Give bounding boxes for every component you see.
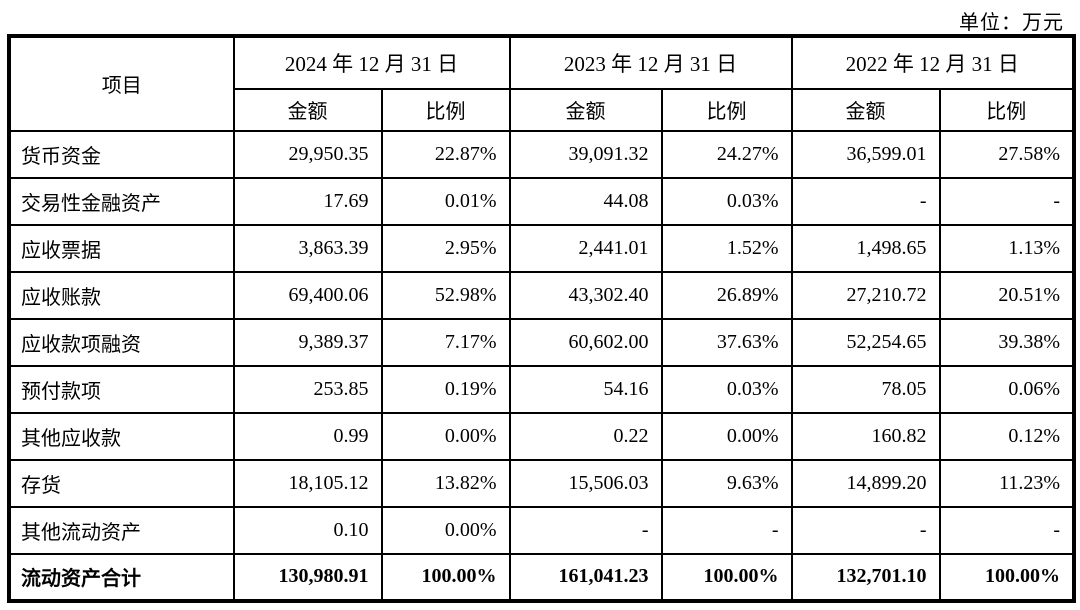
row-item-label: 应收票据	[8, 223, 235, 273]
cell-value: 132,701.10	[790, 552, 941, 602]
cell-value: 52,254.65	[790, 317, 941, 367]
cell-value: 20.51%	[938, 270, 1075, 320]
table-row: 货币资金 29,950.35 22.87% 39,091.32 24.27% 3…	[8, 129, 1075, 179]
cell-value: 7.17%	[380, 317, 511, 367]
row-item-label: 货币资金	[8, 129, 235, 179]
table-row: 应收账款 69,400.06 52.98% 43,302.40 26.89% 2…	[8, 270, 1075, 320]
amount-header-2024: 金额	[232, 87, 383, 132]
cell-value: 0.03%	[660, 364, 793, 414]
cell-value: -	[790, 505, 941, 555]
period-header-2024: 2024 年 12 月 31 日	[232, 35, 511, 90]
row-item-label: 其他应收款	[8, 411, 235, 461]
current-assets-table: 项目 2024 年 12 月 31 日 2023 年 12 月 31 日 202…	[8, 35, 1075, 602]
cell-value: 13.82%	[380, 458, 511, 508]
cell-value: -	[660, 505, 793, 555]
row-item-label: 流动资产合计	[8, 552, 235, 602]
cell-value: 11.23%	[938, 458, 1075, 508]
row-item-label: 应收款项融资	[8, 317, 235, 367]
cell-value: 253.85	[232, 364, 383, 414]
row-item-label: 其他流动资产	[8, 505, 235, 555]
table-row: 应收票据 3,863.39 2.95% 2,441.01 1.52% 1,498…	[8, 223, 1075, 273]
cell-value: 37.63%	[660, 317, 793, 367]
cell-value: -	[938, 176, 1075, 226]
cell-value: 0.06%	[938, 364, 1075, 414]
table-row: 预付款项 253.85 0.19% 54.16 0.03% 78.05 0.06…	[8, 364, 1075, 414]
cell-value: 1.13%	[938, 223, 1075, 273]
cell-value: 39.38%	[938, 317, 1075, 367]
cell-value: 0.00%	[380, 505, 511, 555]
cell-value: -	[938, 505, 1075, 555]
cell-value: 44.08	[508, 176, 663, 226]
cell-value: 27,210.72	[790, 270, 941, 320]
cell-value: 17.69	[232, 176, 383, 226]
cell-value: 0.19%	[380, 364, 511, 414]
table-row: 应收款项融资 9,389.37 7.17% 60,602.00 37.63% 5…	[8, 317, 1075, 367]
item-column-header: 项目	[8, 35, 235, 132]
row-item-label: 应收账款	[8, 270, 235, 320]
cell-value: 0.03%	[660, 176, 793, 226]
cell-value: 0.10	[232, 505, 383, 555]
row-item-label: 交易性金融资产	[8, 176, 235, 226]
cell-value: -	[790, 176, 941, 226]
unit-label: 单位：万元	[959, 12, 1064, 34]
subcol-header-row: 金额 比例 金额 比例 金额 比例	[10, 87, 1075, 132]
amount-header-2023: 金额	[508, 87, 663, 132]
table-row: 其他应收款 0.99 0.00% 0.22 0.00% 160.82 0.12%	[8, 411, 1075, 461]
cell-value: 78.05	[790, 364, 941, 414]
amount-header-2022: 金额	[790, 87, 941, 132]
ratio-header-2023: 比例	[660, 87, 793, 132]
cell-value: 0.22	[508, 411, 663, 461]
cell-value: 54.16	[508, 364, 663, 414]
cell-value: 130,980.91	[232, 552, 383, 602]
cell-value: 0.00%	[660, 411, 793, 461]
period-header-row: 项目 2024 年 12 月 31 日 2023 年 12 月 31 日 202…	[8, 35, 1075, 132]
cell-value: 100.00%	[938, 552, 1075, 602]
cell-value: 43,302.40	[508, 270, 663, 320]
cell-value: 0.00%	[380, 411, 511, 461]
table-row: 存货 18,105.12 13.82% 15,506.03 9.63% 14,8…	[8, 458, 1075, 508]
cell-value: 22.87%	[380, 129, 511, 179]
cell-value: 9.63%	[660, 458, 793, 508]
cell-value: 0.01%	[380, 176, 511, 226]
cell-value: 18,105.12	[232, 458, 383, 508]
table-row: 交易性金融资产 17.69 0.01% 44.08 0.03% - -	[8, 176, 1075, 226]
cell-value: 27.58%	[938, 129, 1075, 179]
cell-value: 2,441.01	[508, 223, 663, 273]
period-header-2022: 2022 年 12 月 31 日	[790, 35, 1075, 90]
cell-value: 24.27%	[660, 129, 793, 179]
cell-value: 100.00%	[380, 552, 511, 602]
ratio-header-2022: 比例	[938, 87, 1075, 132]
cell-value: 100.00%	[660, 552, 793, 602]
cell-value: 14,899.20	[790, 458, 941, 508]
cell-value: 160.82	[790, 411, 941, 461]
row-item-label: 存货	[8, 458, 235, 508]
cell-value: 29,950.35	[232, 129, 383, 179]
row-item-label: 预付款项	[8, 364, 235, 414]
ratio-header-2024: 比例	[380, 87, 511, 132]
cell-value: 69,400.06	[232, 270, 383, 320]
cell-value: 0.99	[232, 411, 383, 461]
cell-value: 0.12%	[938, 411, 1075, 461]
cell-value: 161,041.23	[508, 552, 663, 602]
cell-value: 3,863.39	[232, 223, 383, 273]
period-header-2023: 2023 年 12 月 31 日	[508, 35, 793, 90]
cell-value: 60,602.00	[508, 317, 663, 367]
table-row: 其他流动资产 0.10 0.00% - - - -	[8, 505, 1075, 555]
cell-value: 15,506.03	[508, 458, 663, 508]
cell-value: 2.95%	[380, 223, 511, 273]
cell-value: 9,389.37	[232, 317, 383, 367]
cell-value: 26.89%	[660, 270, 793, 320]
cell-value: 1.52%	[660, 223, 793, 273]
cell-value: -	[508, 505, 663, 555]
cell-value: 39,091.32	[508, 129, 663, 179]
cell-value: 52.98%	[380, 270, 511, 320]
cell-value: 36,599.01	[790, 129, 941, 179]
table-row-total: 流动资产合计 130,980.91 100.00% 161,041.23 100…	[8, 552, 1075, 602]
cell-value: 1,498.65	[790, 223, 941, 273]
